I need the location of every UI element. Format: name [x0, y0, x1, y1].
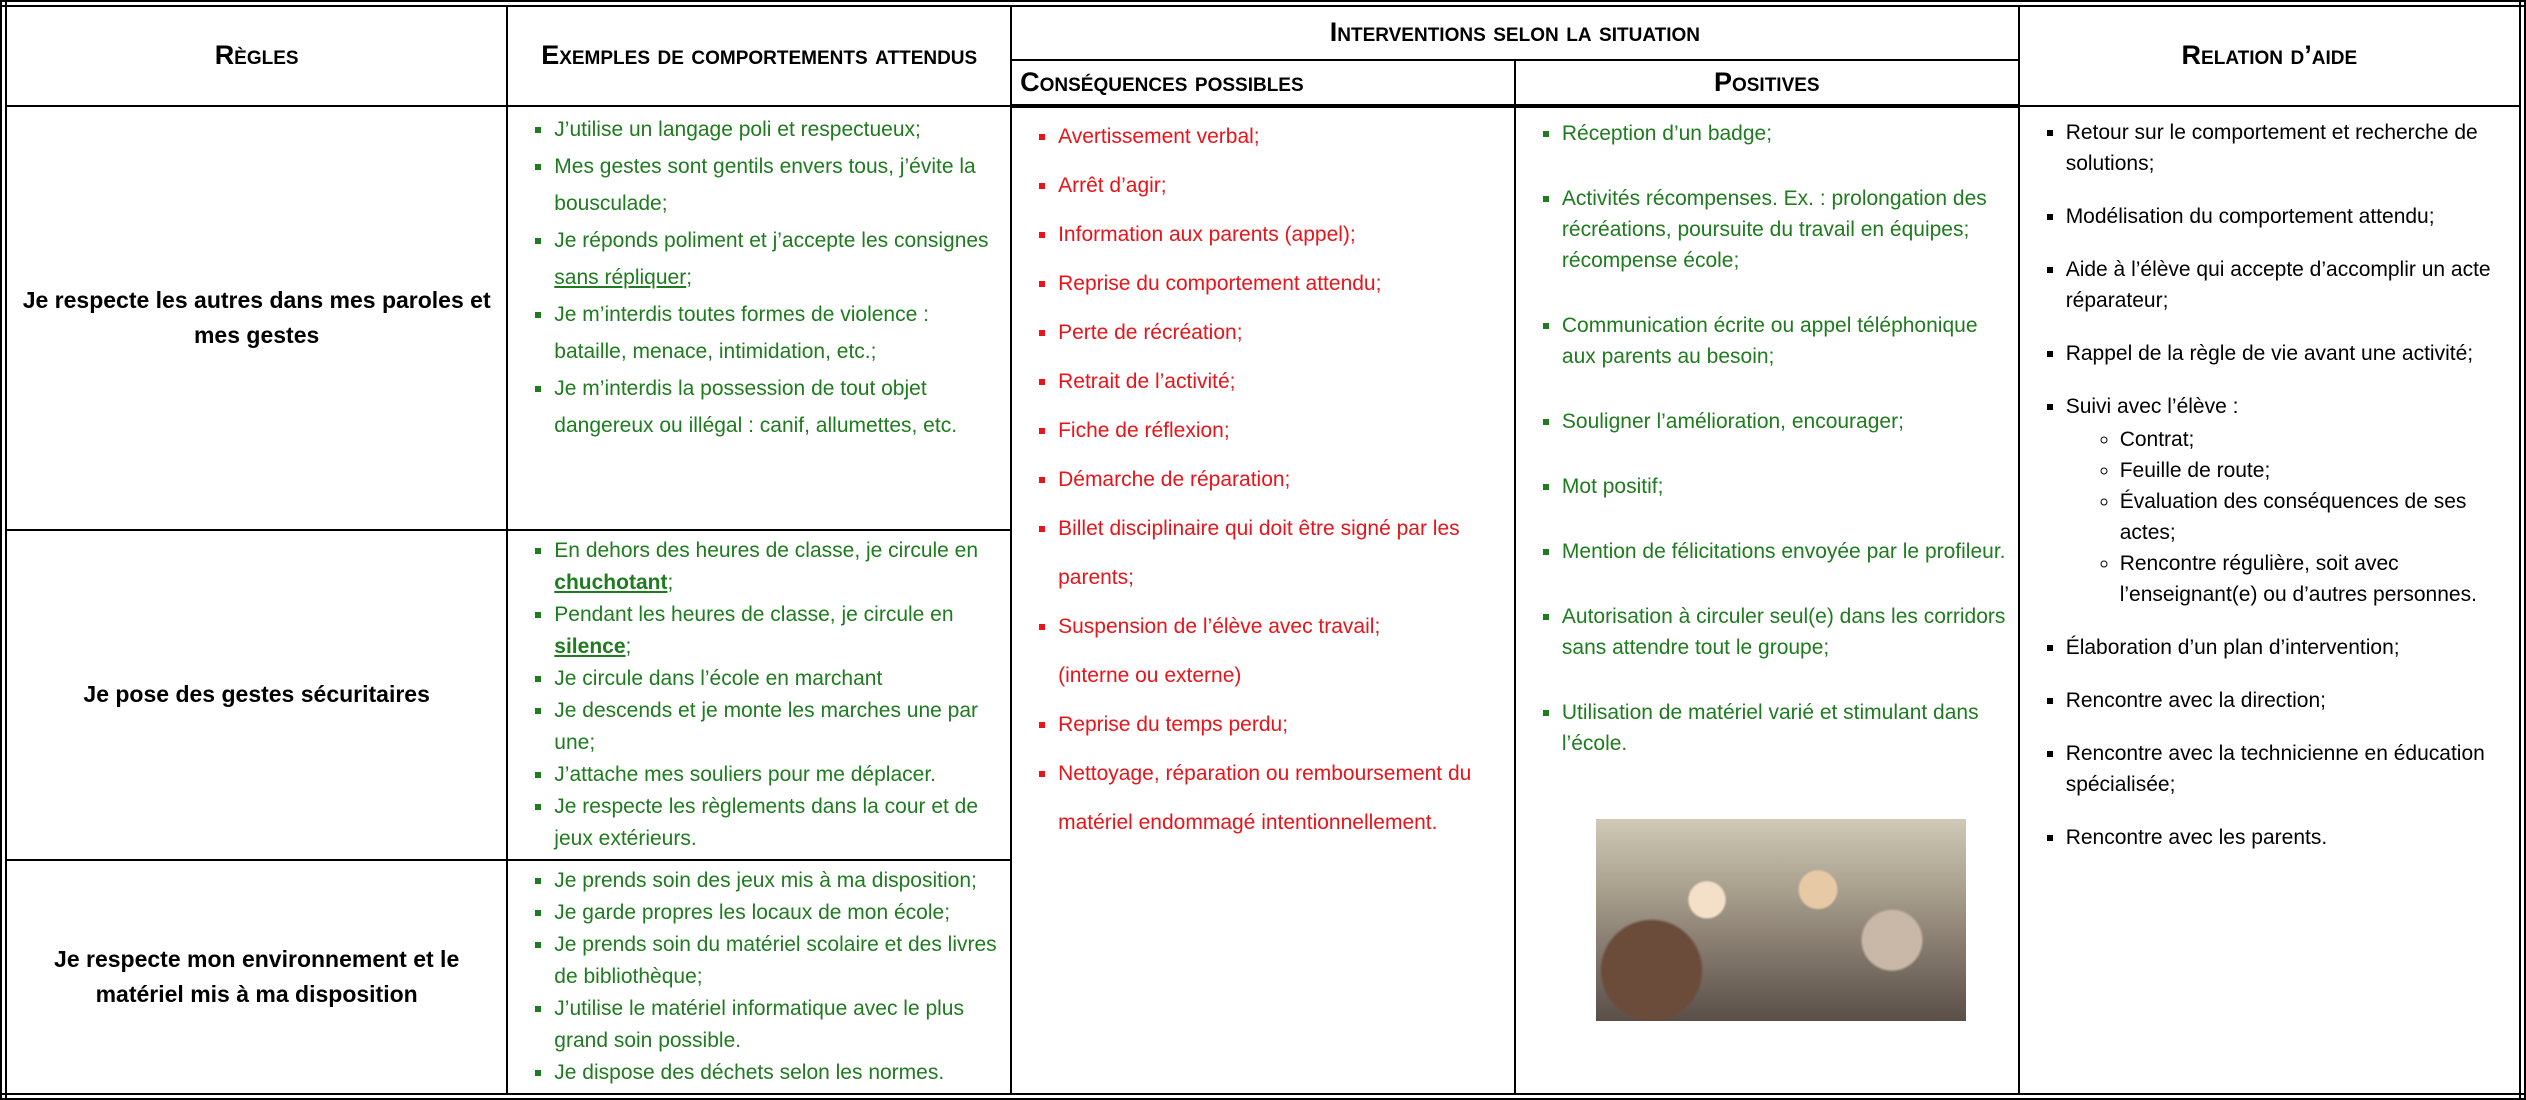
rule: Je respecte les autres dans mes paroles … [2, 104, 509, 531]
consequences-cell: Avertissement verbal;Arrêt d’agir;Inform… [1010, 104, 1516, 1097]
list-item: Élaboration d’un plan d’intervention; [2066, 632, 2509, 663]
sub-item: Rencontre régulière, soit avec l’enseign… [2120, 548, 2509, 610]
item-line: (interne ou externe) [1058, 663, 1242, 687]
list-item: Je prends soin du matériel scolaire et d… [554, 929, 1000, 993]
list-item: Pendant les heures de classe, je circule… [554, 599, 1000, 663]
item-text: Pendant les heures de classe, je circule… [554, 602, 954, 626]
list-item: Je prends soin des jeux mis à ma disposi… [554, 865, 1000, 897]
examples-cell: J’utilise un langage poli et respectueux… [506, 104, 1013, 531]
list-item: Mot positif; [1562, 471, 2008, 502]
list-item: Arrêt d’agir; [1058, 161, 1504, 210]
help-list: Retour sur le comportement et recherche … [2030, 117, 2509, 853]
list-item: Je garde propres les locaux de mon école… [554, 897, 1000, 929]
examples-cell: Je prends soin des jeux mis à ma disposi… [506, 858, 1013, 1097]
list-item: Reprise du temps perdu; [1058, 700, 1504, 749]
list-item: Modélisation du comportement attendu; [2066, 201, 2509, 232]
item-text: Je réponds poliment et j’accepte les con… [554, 228, 989, 252]
header-rules: Règles [2, 2, 509, 107]
list-item: Retour sur le comportement et recherche … [2066, 117, 2509, 179]
sub-item: Feuille de route; [2120, 455, 2509, 486]
item-text: ; [625, 634, 632, 658]
list-item: Rappel de la règle de vie avant une acti… [2066, 338, 2509, 369]
emphasis: chuchotant [554, 570, 668, 594]
list-item: Je m’interdis toutes formes de violence … [554, 296, 1000, 370]
header-examples: Exemples de comportements attendus [506, 2, 1013, 107]
item-text: Suivi avec l’élève : [2065, 394, 2239, 418]
list-item: J’attache mes souliers pour me déplacer. [554, 759, 1000, 791]
list-item: Avertissement verbal; [1058, 112, 1504, 161]
list-item: Je descends et je monte les marches une … [554, 695, 1000, 759]
list-item: Billet disciplinaire qui doit être signé… [1058, 504, 1504, 602]
item-text: ; [686, 265, 693, 289]
list-item: Je dispose des déchets selon les normes. [554, 1057, 1000, 1089]
item-text: ; [667, 570, 674, 594]
list-item: Utilisation de matériel varié et stimula… [1562, 697, 2008, 759]
list-item: J’utilise le matériel informatique avec … [554, 993, 1000, 1057]
list-item: Je m’interdis la possession de tout obje… [554, 370, 1000, 444]
consequences-list: Avertissement verbal;Arrêt d’agir;Inform… [1022, 112, 1504, 847]
list-item: Reprise du comportement attendu; [1058, 259, 1504, 308]
list-item: Communication écrite ou appel téléphoniq… [1562, 310, 2008, 372]
list-item: Souligner l’amélioration, encourager; [1562, 406, 2008, 437]
help-cell: Retour sur le comportement et recherche … [2017, 104, 2524, 1097]
list-item: Retrait de l’activité; [1058, 357, 1504, 406]
positives-cell: Réception d’un badge; Activités récompens… [1513, 104, 2020, 1097]
examples-list: J’utilise un langage poli et respectueux… [518, 111, 1000, 444]
sub-list: Contrat;Feuille de route;Évaluation des … [2066, 424, 2509, 610]
list-item: Suspension de l’élève avec travail; (inte… [1058, 602, 1504, 700]
header-interventions: Interventions selon la situation [1010, 2, 2020, 61]
list-item: Information aux parents (appel); [1058, 210, 1504, 259]
list-item: Perte de récréation; [1058, 308, 1504, 357]
list-item: Rencontre avec la direction; [2066, 685, 2509, 716]
sub-item: Évaluation des conséquences de ses actes… [2120, 486, 2509, 548]
item-line: Suspension de l’élève avec travail; [1058, 614, 1381, 638]
list-item: Démarche de réparation; [1058, 455, 1504, 504]
list-item: Suivi avec l’élève : Contrat;Feuille de r… [2066, 391, 2509, 610]
list-item: J’utilise un langage poli et respectueux… [554, 111, 1000, 148]
header-consequences: Conséquences possibles [1010, 58, 1516, 108]
list-item: Réception d’un badge; [1562, 118, 2008, 149]
sub-item: Contrat; [2120, 424, 2509, 455]
examples-cell: En dehors des heures de classe, je circu… [506, 528, 1013, 861]
list-item: Rencontre avec les parents. [2066, 822, 2509, 853]
list-item: Mes gestes sont gentils envers tous, j’é… [554, 148, 1000, 222]
list-item: Autorisation à circuler seul(e) dans les… [1562, 601, 2008, 663]
emphasis: silence [554, 634, 626, 658]
list-item: Mention de félicitations envoyée par le … [1562, 536, 2008, 567]
positives-list: Réception d’un badge; Activités récompens… [1526, 118, 2008, 759]
list-item: Rencontre avec la technicienne en éducat… [2066, 738, 2509, 800]
item-text: En dehors des heures de classe, je circu… [554, 538, 979, 562]
list-item: Je circule dans l’école en marchant [554, 663, 1000, 695]
list-item: Aide à l’élève qui accepte d’accomplir u… [2066, 254, 2509, 316]
list-item: Activités récompenses. Ex. : prolongatio… [1562, 183, 2008, 276]
list-item: En dehors des heures de classe, je circu… [554, 535, 1000, 599]
list-item: Je réponds poliment et j’accepte les con… [554, 222, 1000, 296]
rule: Je respecte mon environnement et le maté… [2, 858, 509, 1097]
examples-list: En dehors des heures de classe, je circu… [518, 535, 1000, 855]
classroom-photo [1595, 818, 1966, 1021]
emphasis: sans répliquer [554, 265, 687, 289]
header-positives: Positives [1513, 58, 2020, 108]
list-item: Fiche de réflexion; [1058, 406, 1504, 455]
rule: Je pose des gestes sécuritaires [2, 528, 509, 861]
list-item: Je respecte les règlements dans la cour … [554, 791, 1000, 855]
examples-list: Je prends soin des jeux mis à ma disposi… [518, 865, 1000, 1089]
header-help: Relation d’aide [2017, 2, 2524, 107]
list-item: Nettoyage, réparation ou remboursement d… [1058, 749, 1504, 847]
